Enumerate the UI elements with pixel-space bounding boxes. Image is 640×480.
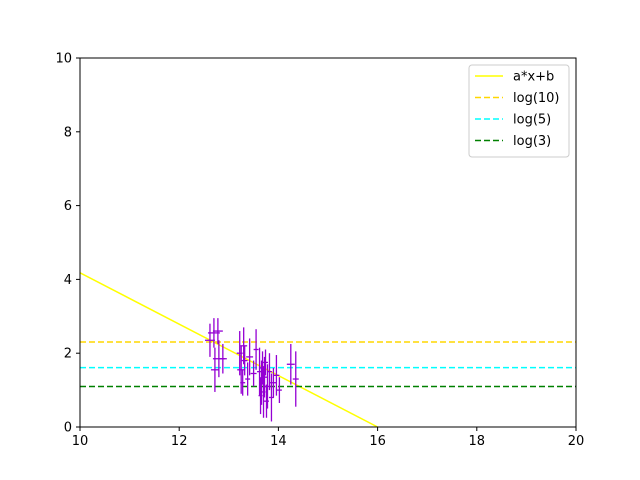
data-point-9 [240, 327, 248, 365]
legend-label-0: a*x+b [513, 70, 554, 85]
legend-label-2: log(5) [513, 113, 551, 128]
y-tick-label-5: 10 [55, 52, 72, 67]
data-point-7 [237, 345, 246, 394]
x-tick-label-2: 14 [270, 434, 287, 449]
y-tick-label-0: 0 [64, 421, 72, 436]
data-point-13 [250, 360, 257, 387]
data-point-0 [204, 323, 215, 357]
data-point-14 [253, 329, 259, 370]
axes-frame [79, 57, 577, 428]
legend-box [468, 64, 570, 158]
data-point-26 [269, 367, 277, 398]
legend-label-3: log(3) [513, 134, 551, 149]
x-tick-label-5: 20 [568, 434, 585, 449]
x-tick-label-0: 10 [72, 434, 89, 449]
data-point-28 [276, 377, 282, 404]
data-point-21 [263, 349, 268, 376]
y-tick-label-4: 8 [64, 125, 72, 140]
y-axis: 0 2 4 6 8 10 [55, 52, 80, 436]
series-line-0 [80, 272, 378, 427]
data-point-5 [218, 343, 227, 374]
legend: a*x+b log(10) log(5) log(3) [468, 64, 570, 158]
data-point-8 [240, 369, 246, 396]
data-point-27 [273, 355, 280, 396]
y-tick-label-3: 6 [64, 199, 72, 214]
data-point-24 [266, 353, 272, 391]
data-point-12 [246, 338, 254, 376]
legend-label-1: log(10) [513, 91, 560, 106]
data-point-10 [241, 345, 248, 376]
x-tick-label-3: 16 [369, 434, 386, 449]
x-tick-label-1: 12 [171, 434, 188, 449]
x-tick-label-4: 18 [469, 434, 486, 449]
data-point-11 [245, 362, 251, 396]
data-point-29 [286, 343, 295, 385]
data-point-20 [261, 356, 268, 398]
y-tick-label-1: 2 [64, 347, 72, 362]
data-point-30 [292, 351, 299, 407]
x-axis: 10 12 14 16 18 20 [72, 427, 585, 449]
plot-area [80, 272, 576, 427]
data-point-2 [210, 347, 219, 392]
data-point-3 [212, 318, 223, 344]
data-point-22 [264, 384, 269, 418]
y-tick-label-2: 4 [64, 273, 72, 288]
